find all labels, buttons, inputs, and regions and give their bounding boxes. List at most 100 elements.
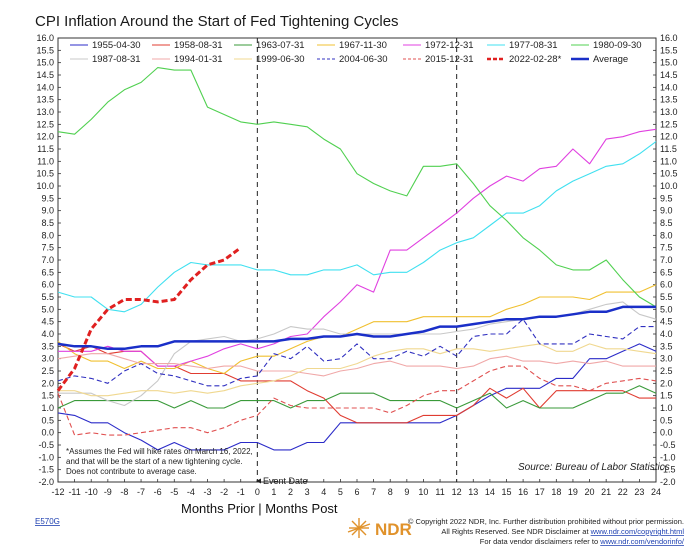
x-tick-label: 6 (354, 487, 359, 497)
legend-label-1972-12-31: 1972-12-31 (425, 40, 474, 51)
copyright-line: © Copyright 2022 NDR, Inc. Further distr… (408, 517, 684, 526)
y-tick-label-left: 1.5 (41, 391, 54, 401)
x-tick-label: 21 (601, 487, 611, 497)
chart-code-link[interactable]: E570G (35, 517, 60, 526)
y-tick-label-right: 1.5 (660, 391, 673, 401)
y-tick-label-left: 2.5 (41, 366, 54, 376)
y-tick-label-right: 7.5 (660, 243, 673, 253)
legend-label-1958-08-31: 1958-08-31 (174, 40, 223, 51)
x-tick-label: -8 (120, 487, 128, 497)
y-tick-label-right: 13.0 (660, 107, 678, 117)
x-tick-label: -7 (137, 487, 145, 497)
y-tick-label-left: 15.0 (36, 58, 54, 68)
y-tick-label-left: 10.5 (36, 169, 54, 179)
y-tick-label-left: 3.0 (41, 354, 54, 364)
legend-label-1963-07-31: 1963-07-31 (256, 40, 305, 51)
x-tick-label: 23 (634, 487, 644, 497)
y-tick-label-right: 10.5 (660, 169, 678, 179)
x-tick-label: 4 (321, 487, 326, 497)
y-tick-label-left: 6.0 (41, 280, 54, 290)
y-tick-label-right: -1.5 (660, 465, 676, 475)
x-tick-label: 16 (518, 487, 528, 497)
series-line-2004-06-30 (57, 318, 656, 387)
rights-prefix: All Rights Reserved. See NDR Disclaimer … (441, 527, 590, 536)
y-tick-label-right: 15.5 (660, 45, 678, 55)
y-tick-label-right: 13.5 (660, 95, 678, 105)
y-tick-label-right: 12.5 (660, 119, 678, 129)
series-line-1972-12-31 (58, 128, 657, 367)
y-tick-label-right: 0.5 (660, 415, 673, 425)
y-tick-label-left: 2.0 (41, 378, 54, 388)
y-tick-label-right: -1.0 (660, 452, 676, 462)
y-tick-label-right: -0.5 (660, 440, 676, 450)
y-axis-left: 16.0 15.5 15.0 14.5 14.0 13.5 13.0 12.5 12.0 11.5… (36, 33, 61, 487)
x-tick-label: -1 (237, 487, 245, 497)
y-tick-label-left: 6.5 (41, 267, 54, 277)
ndr-logo: NDR (347, 518, 412, 539)
y-tick-label-left: 5.5 (41, 292, 54, 302)
event-arrow-icon (256, 478, 261, 484)
series-line-2015-12-31 (57, 365, 657, 436)
y-tick-label-left: 14.0 (36, 82, 54, 92)
x-tick-label: 8 (388, 487, 393, 497)
footnote-line-3: Does not contribute to average case. (66, 467, 197, 476)
x-tick-label: 5 (338, 487, 343, 497)
vendor-prefix: For data vendor disclaimers refer to (480, 537, 600, 546)
x-tick-label: 19 (568, 487, 578, 497)
copyright-link[interactable]: www.ndr.com/copyright.html (590, 527, 685, 536)
footnote: *Assumes the Fed will hike rates on Marc… (66, 447, 253, 476)
x-tick-label: -12 (51, 487, 64, 497)
footnote-line-2: and that will be the start of a new tigh… (66, 457, 243, 466)
y-tick-label-right: 11.5 (660, 144, 677, 154)
y-tick-label-left: -2.0 (38, 477, 54, 487)
y-tick-label-left: 13.0 (36, 107, 54, 117)
event-date-label: Event Date (263, 476, 308, 486)
y-tick-label-right: 10.0 (660, 181, 678, 191)
y-tick-label-right: 0.0 (660, 428, 673, 438)
legend-label-2022-02-28: 2022-02-28* (509, 54, 562, 65)
y-tick-label-left: 7.5 (41, 243, 54, 253)
legend-label-2015-12-31: 2015-12-31 (425, 54, 474, 65)
x-tick-label: 9 (404, 487, 409, 497)
x-tick-label: 18 (551, 487, 561, 497)
y-axis-right: 16.0 15.5 15.0 14.5 14.0 13.5 13.0 12.5 12.0 11.5… (653, 33, 678, 487)
y-tick-label-left: 4.0 (41, 329, 54, 339)
x-tick-label: -4 (187, 487, 195, 497)
y-tick-label-right: 8.0 (660, 230, 673, 240)
series-layer (56, 67, 657, 451)
y-tick-label-right: -2.0 (660, 477, 676, 487)
x-tick-label: 20 (585, 487, 595, 497)
x-tick-label: 7 (371, 487, 376, 497)
y-tick-label-left: 10.0 (36, 181, 54, 191)
legend-label-1977-08-31: 1977-08-31 (509, 40, 558, 51)
y-tick-label-right: 5.5 (660, 292, 673, 302)
y-tick-label-left: 11.0 (37, 156, 54, 166)
series-line-1977-08-31 (57, 141, 657, 313)
legend-label-2004-06-30: 2004-06-30 (339, 54, 388, 65)
x-tick-label: -3 (203, 487, 211, 497)
legend-label-average: Average (593, 54, 628, 65)
y-tick-label-right: 3.5 (660, 341, 673, 351)
y-tick-label-right: 3.0 (660, 354, 673, 364)
y-tick-label-left: -0.5 (38, 440, 54, 450)
x-tick-label: -6 (154, 487, 162, 497)
legend-label-1980-09-30: 1980-09-30 (593, 40, 642, 51)
y-tick-label-left: 12.5 (36, 119, 54, 129)
y-tick-label-left: -1.0 (38, 452, 54, 462)
vendor-link[interactable]: www.ndr.com/vendorinfo/ (599, 537, 685, 546)
y-tick-label-left: 4.5 (41, 317, 54, 327)
y-tick-label-right: 2.5 (660, 366, 673, 376)
y-tick-label-left: 7.0 (41, 255, 54, 265)
legend-label-1967-11-30: 1967-11-30 (339, 40, 387, 51)
y-tick-label-left: 1.0 (41, 403, 54, 413)
x-tick-label: 17 (535, 487, 545, 497)
x-tick-label: 22 (618, 487, 628, 497)
y-tick-label-right: 9.5 (660, 193, 673, 203)
y-tick-label-right: 2.0 (660, 378, 673, 388)
y-tick-label-right: 15.0 (660, 58, 678, 68)
y-tick-label-right: 14.5 (660, 70, 678, 80)
y-tick-label-right: 11.0 (660, 156, 677, 166)
x-tick-label: -5 (170, 487, 178, 497)
y-tick-label-right: 4.5 (660, 317, 673, 327)
series-line-1999-06-30 (58, 343, 657, 397)
